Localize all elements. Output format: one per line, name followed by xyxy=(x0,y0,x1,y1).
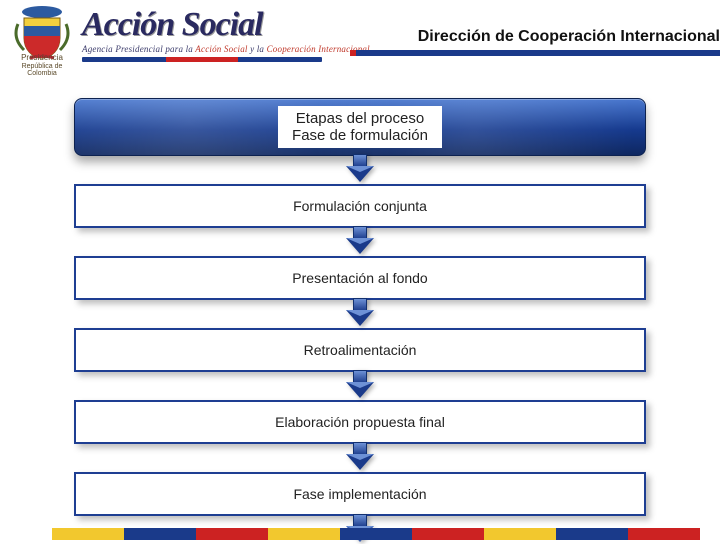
logo-subline: Agencia Presidencial para la Acción Soci… xyxy=(82,44,370,54)
banner-line1: Etapas del proceso xyxy=(292,110,428,127)
page-title: Dirección de Cooperación Internacional xyxy=(418,28,720,46)
logo: Acción Social Agencia Presidencial para … xyxy=(82,8,370,62)
stage-box: Fase implementación xyxy=(74,472,646,516)
flow-arrow xyxy=(74,442,646,472)
logo-subline-red1: Acción Social xyxy=(195,44,247,54)
stage-label: Fase implementación xyxy=(293,486,426,502)
flow-arrow xyxy=(74,226,646,256)
presidencia-line2: República de Colombia xyxy=(10,63,74,78)
banner-line2: Fase de formulación xyxy=(292,127,428,144)
header: Presidencia República de Colombia Acción… xyxy=(0,0,720,80)
title-underline xyxy=(356,50,720,56)
process-flow: Etapas del proceso Fase de formulación F… xyxy=(74,98,646,544)
logo-text: Acción Social xyxy=(82,8,370,42)
stage-box: Formulación conjunta xyxy=(74,184,646,228)
phase-banner-text: Etapas del proceso Fase de formulación xyxy=(278,106,442,149)
logo-underline-flag xyxy=(82,57,322,62)
stage-label: Retroalimentación xyxy=(304,342,417,358)
stage-label: Presentación al fondo xyxy=(292,270,427,286)
stage-box: Presentación al fondo xyxy=(74,256,646,300)
logo-subline-pre: Agencia Presidencial para la xyxy=(82,44,195,54)
phase-banner: Etapas del proceso Fase de formulación xyxy=(74,98,646,156)
footer-flag-bar xyxy=(52,528,700,540)
flow-arrow xyxy=(74,370,646,400)
flow-arrow xyxy=(74,298,646,328)
flow-arrow xyxy=(74,154,646,184)
presidencia-caption: Presidencia República de Colombia xyxy=(10,54,74,78)
logo-subline-mid: y la xyxy=(248,44,267,54)
stage-box: Elaboración propuesta final xyxy=(74,400,646,444)
stage-label: Formulación conjunta xyxy=(293,198,427,214)
stages-container: Formulación conjunta Presentación al fond… xyxy=(74,154,646,544)
stage-label: Elaboración propuesta final xyxy=(275,414,445,430)
presidencia-line1: Presidencia xyxy=(10,54,74,63)
stage-box: Retroalimentación xyxy=(74,328,646,372)
